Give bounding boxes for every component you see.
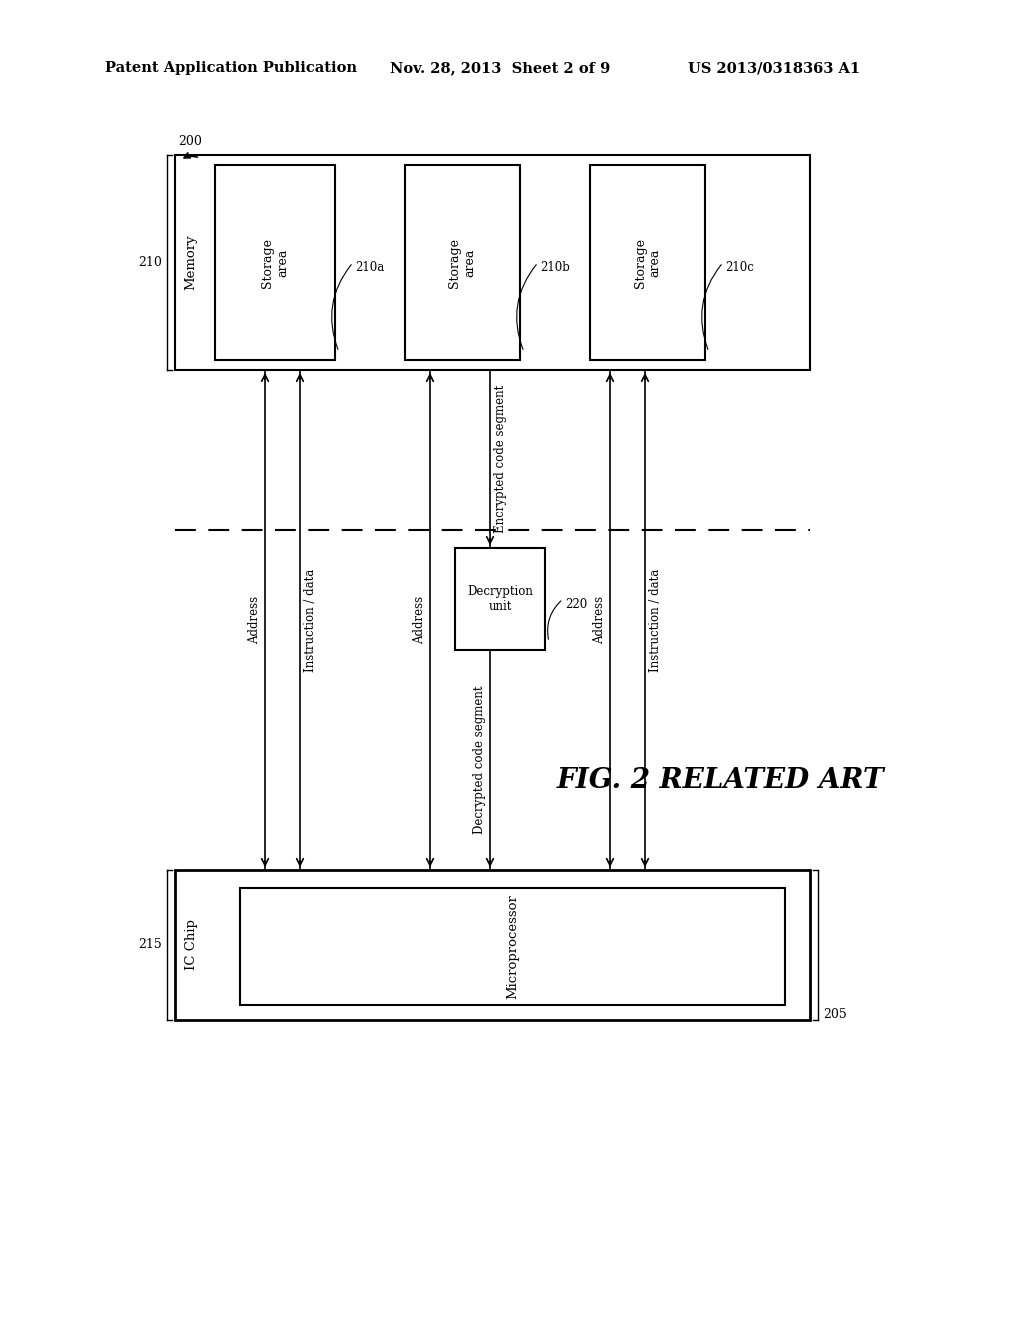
Text: Nov. 28, 2013  Sheet 2 of 9: Nov. 28, 2013 Sheet 2 of 9 <box>390 61 610 75</box>
Text: Instruction / data: Instruction / data <box>649 569 662 672</box>
Text: US 2013/0318363 A1: US 2013/0318363 A1 <box>688 61 860 75</box>
Text: Instruction / data: Instruction / data <box>304 569 317 672</box>
Text: Storage
area: Storage area <box>634 238 662 288</box>
Text: Address: Address <box>248 595 261 644</box>
Text: Decryption
unit: Decryption unit <box>467 585 532 612</box>
Text: 210c: 210c <box>725 261 754 275</box>
Text: 200: 200 <box>178 135 202 148</box>
Text: 205: 205 <box>823 1008 847 1022</box>
Text: Address: Address <box>413 595 426 644</box>
Bar <box>175 154 810 370</box>
Bar <box>590 165 705 360</box>
Text: FIG. 2 RELATED ART: FIG. 2 RELATED ART <box>556 767 884 793</box>
Text: 220: 220 <box>565 598 587 610</box>
Bar <box>240 888 785 1005</box>
Text: Patent Application Publication: Patent Application Publication <box>105 61 357 75</box>
Bar <box>455 548 545 649</box>
Bar <box>215 165 335 360</box>
Text: 210a: 210a <box>355 261 384 275</box>
Text: IC Chip: IC Chip <box>184 920 198 970</box>
Text: Decrypted code segment: Decrypted code segment <box>473 686 486 834</box>
Text: Microprocessor: Microprocessor <box>506 894 519 999</box>
Bar <box>175 870 810 1020</box>
Text: 210b: 210b <box>540 261 570 275</box>
Text: 215: 215 <box>138 939 162 952</box>
Text: Address: Address <box>593 595 606 644</box>
Bar <box>406 165 520 360</box>
Text: Storage
area: Storage area <box>449 238 476 288</box>
Text: Storage
area: Storage area <box>261 238 289 288</box>
Text: Memory: Memory <box>184 235 198 290</box>
Text: 210: 210 <box>138 256 162 269</box>
Text: Encrypted code segment: Encrypted code segment <box>494 385 507 533</box>
